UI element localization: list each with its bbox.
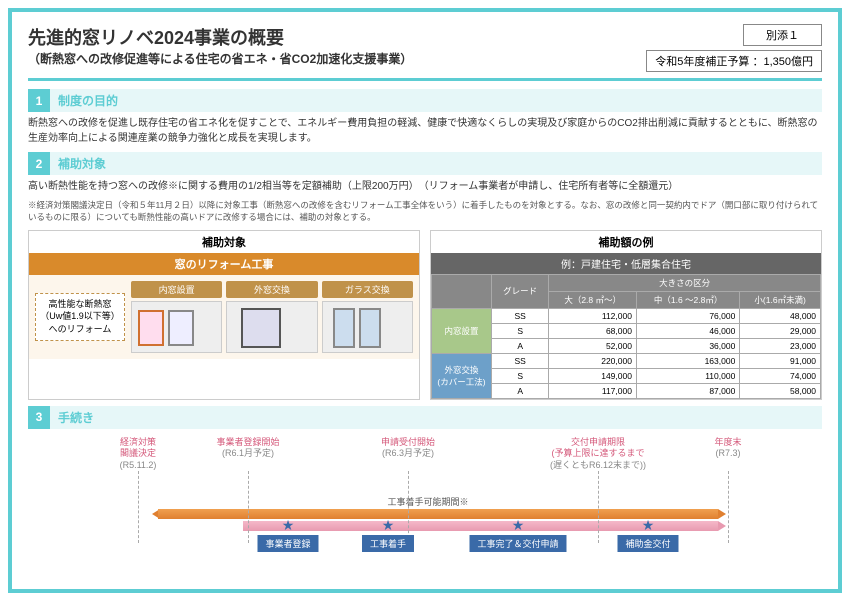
section-2-text: 高い断熱性能を持つ窓への改修※に関する費用の1/2相当等を定額補助（上限200万… — [28, 179, 822, 194]
col-size-group: 大きさの区分 — [549, 274, 821, 291]
table-cell: 91,000 — [740, 353, 821, 368]
section-3-header: 3 手続き — [28, 406, 822, 429]
table-cell: 112,000 — [549, 308, 637, 323]
section-title: 制度の目的 — [50, 89, 822, 112]
table-cell: S — [492, 323, 549, 338]
methods: 内窓設置 外窓交換 ガラス交換 — [131, 281, 413, 353]
star-icon: ★ — [382, 517, 395, 534]
info-columns: 補助対象 窓のリフォーム工事 高性能な断熱窓 （Uw値1.9以下等） へのリフォ… — [28, 230, 822, 400]
table-cell: A — [492, 338, 549, 353]
timeline-dash — [248, 471, 249, 543]
table-group: 内窓設置 — [432, 308, 492, 353]
timeline-event: 事業者登録開始(R6.1月予定) — [216, 437, 279, 460]
section-num: 1 — [28, 89, 50, 112]
col-small: 小(1.6㎡未満) — [740, 291, 821, 308]
bar-orange — [158, 509, 718, 519]
section-num: 3 — [28, 406, 50, 429]
section-1-text: 断熱窓への改修を促進し既存住宅の省エネ化を促すことで、エネルギー費用負担の軽減、… — [28, 116, 822, 146]
method-label: 外窓交換 — [226, 281, 317, 298]
orange-bar: 窓のリフォーム工事 — [29, 253, 419, 275]
section-2-header: 2 補助対象 — [28, 152, 822, 175]
window-icon — [322, 301, 413, 353]
subsidy-amount-box: 補助額の例 例：戸建住宅・低層集合住宅 グレード 大きさの区分 大（2.8 ㎡〜… — [430, 230, 822, 400]
subsidy-target-box: 補助対象 窓のリフォーム工事 高性能な断熱窓 （Uw値1.9以下等） へのリフォ… — [28, 230, 420, 400]
table-cell: 52,000 — [549, 338, 637, 353]
method-outer-window: 外窓交換 — [226, 281, 317, 353]
table-cell: 29,000 — [740, 323, 821, 338]
table-cell: 48,000 — [740, 308, 821, 323]
period-label: 工事着手可能期間※ — [387, 495, 468, 508]
section-title: 手続き — [50, 406, 822, 429]
table-cell: 68,000 — [549, 323, 637, 338]
window-icon — [226, 301, 317, 353]
timeline-event: 経済対策閣議決定(R5.11.2) — [120, 437, 157, 472]
table-cell: SS — [492, 353, 549, 368]
page-title: 先進的窓リノベ2024事業の概要 — [28, 24, 412, 50]
method-label: 内窓設置 — [131, 281, 222, 298]
star-icon: ★ — [642, 517, 655, 534]
section-title: 補助対象 — [50, 152, 822, 175]
table-cell: A — [492, 383, 549, 398]
col-large: 大（2.8 ㎡〜） — [549, 291, 637, 308]
table-cell: 58,000 — [740, 383, 821, 398]
table-cell: 87,000 — [636, 383, 739, 398]
timeline-dash — [598, 471, 599, 543]
col-mid: 中（1.6 〜2.8㎡） — [636, 291, 739, 308]
title-block: 先進的窓リノベ2024事業の概要 （断熱窓への改修促進等による住宅の省エネ・省C… — [28, 24, 412, 67]
budget-label: 令和5年度補正予算 ：1,350億円 — [646, 50, 822, 72]
star-icon: ★ — [282, 517, 295, 534]
timeline: 工事着手可能期間※ 経済対策閣議決定(R5.11.2) 事業者登録開始(R6.1月… — [28, 433, 822, 553]
table-cell: 220,000 — [549, 353, 637, 368]
timeline-event: 申請受付開始(R6.3月予定) — [381, 437, 435, 460]
box-head: 補助対象 — [29, 231, 419, 253]
method-glass: ガラス交換 — [322, 281, 413, 353]
col-grade: グレード — [492, 274, 549, 308]
grey-bar: 例：戸建住宅・低層集合住宅 — [431, 253, 821, 274]
table-cell: 74,000 — [740, 368, 821, 383]
document-frame: 先進的窓リノベ2024事業の概要 （断熱窓への改修促進等による住宅の省エネ・省C… — [8, 8, 842, 593]
timeline-dash — [408, 471, 409, 543]
table-cell: 149,000 — [549, 368, 637, 383]
method-inner-window: 内窓設置 — [131, 281, 222, 353]
window-icon — [131, 301, 222, 353]
table-cell: S — [492, 368, 549, 383]
method-label: ガラス交換 — [322, 281, 413, 298]
attachment-label: 別添１ — [743, 24, 822, 46]
section-2-note: ※経済対策閣議決定日（令和５年11月２日）以降に対象工事（断熱窓への改修を含むリ… — [28, 200, 822, 224]
table-cell: 163,000 — [636, 353, 739, 368]
timeline-dash — [728, 471, 729, 543]
table-cell: 76,000 — [636, 308, 739, 323]
subsidy-table: グレード 大きさの区分 大（2.8 ㎡〜） 中（1.6 〜2.8㎡） 小(1.6… — [431, 274, 821, 399]
divider — [28, 78, 822, 81]
section-1-header: 1 制度の目的 — [28, 89, 822, 112]
box-head: 補助額の例 — [431, 231, 821, 253]
table-cell: 110,000 — [636, 368, 739, 383]
table-cell: 36,000 — [636, 338, 739, 353]
page-subtitle: （断熱窓への改修促進等による住宅の省エネ・省CO2加速化支援事業） — [28, 50, 412, 67]
table-cell: SS — [492, 308, 549, 323]
timeline-stage: 工事着手 — [362, 535, 414, 552]
table-cell: 117,000 — [549, 383, 637, 398]
timeline-dash — [138, 471, 139, 543]
section-num: 2 — [28, 152, 50, 175]
table-cell: 46,000 — [636, 323, 739, 338]
timeline-event: 交付申請期限(予算上限に達するまで(遅くともR6.12末まで)) — [550, 437, 646, 472]
timeline-stage: 事業者登録 — [257, 535, 318, 552]
star-icon: ★ — [512, 517, 525, 534]
header: 先進的窓リノベ2024事業の概要 （断熱窓への改修促進等による住宅の省エネ・省C… — [28, 24, 822, 72]
timeline-event: 年度末(R7.3) — [714, 437, 741, 460]
header-right: 別添１ 令和5年度補正予算 ：1,350億円 — [646, 24, 822, 72]
timeline-stage: 工事完了＆交付申請 — [469, 535, 566, 552]
renovation-desc: 高性能な断熱窓 （Uw値1.9以下等） へのリフォーム — [35, 293, 125, 341]
table-group: 外窓交換 (カバー工法) — [432, 353, 492, 398]
left-inner: 高性能な断熱窓 （Uw値1.9以下等） へのリフォーム 内窓設置 外窓交換 — [29, 275, 419, 359]
table-cell: 23,000 — [740, 338, 821, 353]
timeline-stage: 補助金交付 — [617, 535, 678, 552]
